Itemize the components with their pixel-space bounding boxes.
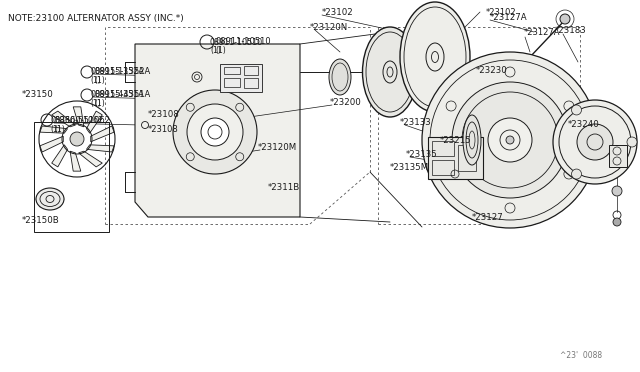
Bar (428, 137, 483, 179)
Text: *23215: *23215 (440, 135, 472, 144)
Bar (224, 67, 240, 74)
Circle shape (70, 132, 84, 146)
Bar (244, 66, 258, 75)
Circle shape (201, 118, 229, 146)
Circle shape (187, 104, 243, 160)
Text: (1): (1) (94, 76, 105, 84)
Circle shape (422, 52, 598, 228)
Polygon shape (40, 126, 68, 133)
Circle shape (560, 14, 570, 24)
Text: 08915-4351A: 08915-4351A (90, 90, 144, 99)
Text: (1): (1) (54, 125, 65, 134)
Text: *23127A: *23127A (490, 13, 527, 22)
Text: 08915-1352A: 08915-1352A (90, 67, 144, 76)
Text: (1): (1) (94, 99, 105, 108)
Text: (1): (1) (50, 125, 61, 134)
Text: *23102: *23102 (486, 7, 516, 16)
Polygon shape (135, 44, 300, 217)
Text: *23150B: *23150B (22, 215, 60, 224)
Polygon shape (91, 126, 114, 142)
Circle shape (506, 136, 514, 144)
Text: *23135M: *23135M (390, 163, 429, 171)
Text: ^23'  0088: ^23' 0088 (560, 351, 602, 360)
Circle shape (488, 118, 532, 162)
Bar (432, 160, 454, 175)
Text: *23133: *23133 (400, 118, 432, 126)
Text: (1): (1) (90, 99, 100, 108)
Ellipse shape (463, 115, 481, 165)
Circle shape (553, 100, 637, 184)
Text: 08915-1352A: 08915-1352A (94, 67, 150, 76)
Bar (432, 141, 454, 156)
Circle shape (173, 90, 257, 174)
Bar (34, 122, 109, 232)
Text: (1): (1) (90, 76, 100, 84)
Polygon shape (79, 151, 102, 167)
Bar (244, 78, 258, 88)
Bar (224, 78, 240, 87)
Circle shape (612, 186, 622, 196)
Polygon shape (73, 107, 84, 127)
Text: *23108: *23108 (148, 109, 180, 119)
Text: *23102: *23102 (322, 7, 354, 16)
Circle shape (577, 124, 613, 160)
Ellipse shape (362, 27, 417, 117)
Polygon shape (70, 151, 81, 171)
Circle shape (572, 105, 582, 115)
Bar (220, 64, 262, 92)
Text: *23120N: *23120N (310, 22, 348, 32)
Text: *23135: *23135 (406, 150, 438, 158)
Ellipse shape (36, 188, 64, 210)
Circle shape (452, 82, 568, 198)
Polygon shape (52, 111, 76, 127)
Text: *23108: *23108 (148, 125, 179, 134)
Text: 08360-51062: 08360-51062 (54, 115, 110, 125)
Text: NOTE:23100 ALTERNATOR ASSY (INC.*): NOTE:23100 ALTERNATOR ASSY (INC.*) (8, 14, 184, 23)
Text: *23120M: *23120M (258, 142, 297, 151)
Text: 08911-10510: 08911-10510 (215, 36, 271, 45)
Text: *23230: *23230 (476, 65, 508, 74)
Text: (1): (1) (210, 45, 221, 55)
Text: (1): (1) (215, 45, 226, 55)
Circle shape (627, 137, 637, 147)
Text: *2311B: *2311B (268, 183, 300, 192)
Text: 08915-4351A: 08915-4351A (94, 90, 150, 99)
Polygon shape (52, 145, 68, 167)
Polygon shape (40, 136, 63, 152)
Text: *23200: *23200 (330, 97, 362, 106)
Text: *23183: *23183 (555, 26, 587, 35)
Text: 08360-51062: 08360-51062 (50, 115, 103, 125)
Polygon shape (86, 145, 114, 152)
Bar (458, 145, 476, 171)
Text: *23127A: *23127A (524, 28, 561, 36)
Text: *23127: *23127 (472, 212, 504, 221)
Polygon shape (86, 111, 102, 133)
Circle shape (613, 218, 621, 226)
Text: 08911-10510: 08911-10510 (210, 38, 263, 46)
Text: *23150: *23150 (22, 90, 54, 99)
Circle shape (572, 169, 582, 179)
Ellipse shape (400, 2, 470, 112)
Ellipse shape (329, 59, 351, 95)
Bar (609, 145, 627, 167)
Text: *23240: *23240 (568, 119, 600, 128)
